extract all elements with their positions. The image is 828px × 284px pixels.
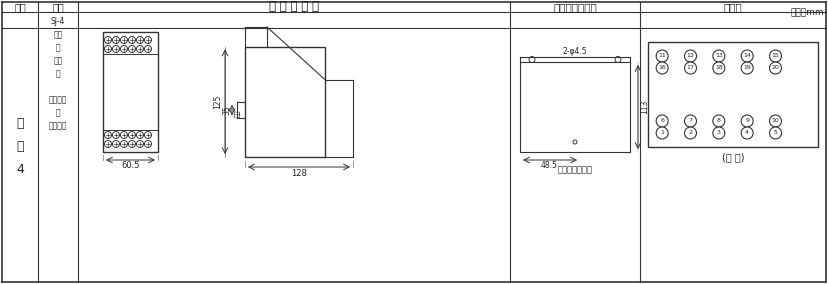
Text: 11: 11 xyxy=(657,53,665,59)
Text: SJ-4: SJ-4 xyxy=(51,18,65,26)
Text: 8: 8 xyxy=(716,118,720,124)
Circle shape xyxy=(684,115,696,127)
Circle shape xyxy=(768,115,781,127)
Text: 图号: 图号 xyxy=(14,2,26,12)
Text: 端子图: 端子图 xyxy=(723,2,742,12)
Text: 螺钉安装开孔图: 螺钉安装开孔图 xyxy=(556,166,592,174)
Circle shape xyxy=(740,50,753,62)
Circle shape xyxy=(656,62,667,74)
Circle shape xyxy=(768,50,781,62)
Text: 凸出: 凸出 xyxy=(53,30,63,39)
Circle shape xyxy=(712,62,724,74)
Text: 12: 12 xyxy=(686,53,694,59)
Text: 20: 20 xyxy=(771,66,778,70)
Text: 125: 125 xyxy=(214,95,222,109)
Circle shape xyxy=(740,127,753,139)
Text: 附
图
4: 附 图 4 xyxy=(16,118,24,176)
Text: 安装开孔尺寸图: 安装开孔尺寸图 xyxy=(552,2,596,12)
Text: 螺钉安装: 螺钉安装 xyxy=(49,122,67,131)
Text: 外 形 尺 寸 图: 外 形 尺 寸 图 xyxy=(268,1,319,14)
Circle shape xyxy=(740,62,753,74)
Text: 3: 3 xyxy=(716,131,720,135)
Text: 6: 6 xyxy=(659,118,663,124)
Text: 10: 10 xyxy=(771,118,778,124)
Text: 9: 9 xyxy=(744,118,749,124)
Text: 113: 113 xyxy=(640,100,648,114)
Text: 前接: 前接 xyxy=(53,57,63,66)
Text: 2-φ4.5: 2-φ4.5 xyxy=(562,47,586,56)
Text: 19: 19 xyxy=(743,66,750,70)
Text: 16: 16 xyxy=(657,66,665,70)
Text: 线: 线 xyxy=(55,70,60,78)
Text: 128: 128 xyxy=(291,168,306,178)
Circle shape xyxy=(712,115,724,127)
Bar xyxy=(103,32,158,152)
Text: 17: 17 xyxy=(686,66,694,70)
Circle shape xyxy=(768,127,781,139)
Text: 结构: 结构 xyxy=(52,2,64,12)
Bar xyxy=(245,47,325,157)
Circle shape xyxy=(684,127,696,139)
Bar xyxy=(519,62,629,152)
Text: 35: 35 xyxy=(222,105,231,115)
Text: 60.5: 60.5 xyxy=(121,162,140,170)
Circle shape xyxy=(656,115,667,127)
Text: 4: 4 xyxy=(744,131,749,135)
Text: 卡槽: 卡槽 xyxy=(234,109,240,117)
Circle shape xyxy=(768,62,781,74)
Text: 2: 2 xyxy=(688,131,691,135)
Text: 13: 13 xyxy=(714,53,722,59)
Text: 7: 7 xyxy=(688,118,691,124)
Text: 卡轨安装: 卡轨安装 xyxy=(49,95,67,105)
Text: 单位：mm: 单位：mm xyxy=(789,8,823,17)
Text: 1: 1 xyxy=(659,131,663,135)
Text: 14: 14 xyxy=(743,53,750,59)
Circle shape xyxy=(712,127,724,139)
Text: 或: 或 xyxy=(55,108,60,118)
Circle shape xyxy=(684,62,696,74)
Circle shape xyxy=(684,50,696,62)
Text: 48.5: 48.5 xyxy=(541,160,557,170)
Text: 5: 5 xyxy=(773,131,777,135)
Circle shape xyxy=(656,50,667,62)
Bar xyxy=(647,42,817,147)
Text: 式: 式 xyxy=(55,43,60,53)
Text: (正 视): (正 视) xyxy=(721,152,744,162)
Text: 15: 15 xyxy=(771,53,778,59)
Circle shape xyxy=(712,50,724,62)
Circle shape xyxy=(740,115,753,127)
Text: 18: 18 xyxy=(714,66,722,70)
Circle shape xyxy=(656,127,667,139)
